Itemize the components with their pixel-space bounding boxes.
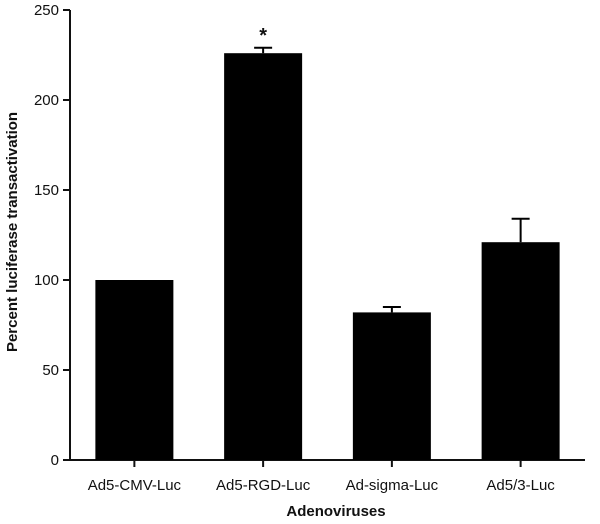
y-axis-title: Percent luciferase transactivation: [4, 112, 21, 352]
y-tick-label: 100: [34, 272, 59, 289]
x-tick-label: Ad-sigma-Luc: [346, 477, 439, 494]
x-tick-label: Ad5-RGD-Luc: [216, 477, 311, 494]
bars: *: [95, 25, 560, 460]
y-axis: 0 50 100 150 200 250: [34, 2, 71, 469]
bar: [352, 312, 431, 460]
x-axis: Ad5-CMV-Luc Ad5-RGD-Luc Ad-sigma-Luc Ad5/3-…: [70, 459, 585, 494]
x-axis-title: Adenoviruses: [286, 503, 385, 520]
y-tick-label: 250: [34, 2, 59, 19]
x-tick-label: Ad5-CMV-Luc: [88, 477, 182, 494]
bar: [481, 242, 560, 460]
significance-marker: *: [259, 25, 267, 47]
bar: [224, 53, 303, 460]
y-tick-label: 200: [34, 92, 59, 109]
y-tick-label: 0: [51, 452, 59, 469]
y-tick-label: 50: [42, 362, 59, 379]
bar: [95, 280, 174, 460]
x-tick-label: Ad5/3-Luc: [486, 477, 555, 494]
y-tick-label: 150: [34, 182, 59, 199]
